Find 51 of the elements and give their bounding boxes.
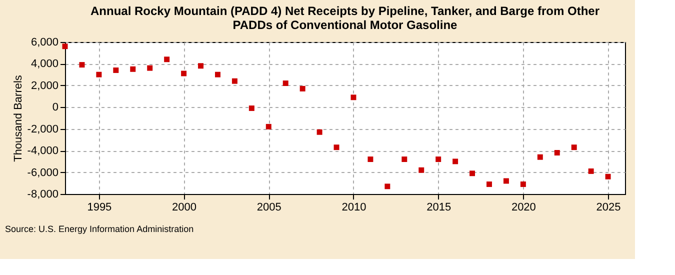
point (79, 62, 85, 68)
point (503, 178, 509, 184)
point (248, 105, 254, 111)
x-tick-label: 2010 (342, 202, 366, 214)
point (436, 156, 442, 162)
point (368, 156, 374, 162)
x-tick-label: 1995 (87, 202, 112, 214)
point (588, 168, 594, 174)
y-tick-label: 6,000 (30, 36, 58, 48)
point (198, 63, 204, 69)
y-tick-label: -6,000 (27, 166, 58, 179)
x-tick-label: 2000 (172, 202, 197, 214)
point (282, 80, 288, 86)
y-tick-label: 4,000 (30, 58, 58, 70)
point (520, 181, 526, 187)
y-tick-label: 2,000 (30, 80, 58, 92)
point (402, 156, 408, 162)
point (316, 129, 322, 135)
x-tick-label: 2005 (256, 202, 282, 214)
text: PADDs of Conventional Motor Gasoline (232, 18, 458, 32)
point (470, 170, 476, 176)
y-tick-label: -8,000 (27, 188, 58, 200)
point (164, 56, 170, 62)
point (96, 72, 102, 78)
point (554, 150, 560, 156)
y-axis-title: Thousand Barrels (12, 74, 24, 162)
point (605, 174, 611, 180)
point (130, 66, 136, 72)
point (181, 70, 187, 76)
point (147, 65, 153, 71)
text: Annual Rocky Mountain (PADD 4) Net Receipts by Pipeline, Tanker, and Barge from Other (90, 4, 600, 18)
source-note: Source: U.S. Energy Information Administration (5, 224, 194, 234)
y-tick-label: -2,000 (27, 123, 58, 136)
point (113, 67, 119, 73)
x-tick-label: 2015 (426, 202, 452, 214)
point (571, 144, 577, 150)
point (266, 124, 272, 130)
point (452, 158, 458, 164)
y-tick-label: 0 (52, 102, 58, 114)
point (334, 144, 340, 150)
point (300, 86, 306, 92)
point (214, 72, 220, 78)
point (537, 154, 543, 160)
point (350, 94, 356, 100)
x-tick-label: 2025 (596, 202, 621, 214)
x-tick-label: 2020 (511, 202, 536, 214)
point (232, 78, 238, 84)
point (384, 184, 390, 190)
point (418, 167, 424, 173)
point (486, 181, 492, 187)
y-tick-label: -4,000 (27, 145, 58, 158)
